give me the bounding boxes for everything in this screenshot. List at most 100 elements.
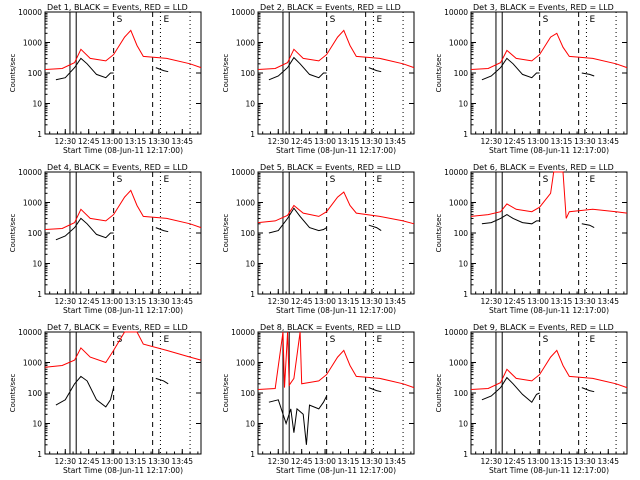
y-tick-label: 1 [37,130,42,139]
panel-title: Det 1, BLACK = Events, RED = LLD [47,3,188,12]
x-tick-label: 13:00 [101,457,123,466]
x-tick-label: 12:30 [267,297,289,306]
x-axis-label: Start Time (08-Jun-11 12:17:00) [276,466,396,475]
y-axis-label: Counts/sec [435,54,443,93]
panel-title: Det 5, BLACK = Events, RED = LLD [260,163,401,172]
x-tick-label: 13:15 [125,297,147,306]
x-tick-label: 13:30 [361,297,383,306]
x-tick-label: 13:30 [148,457,170,466]
y-tick-label: 100 [28,229,43,238]
x-tick-label: 13:30 [361,137,383,146]
y-axis-label: Counts/sec [9,54,17,93]
y-tick-label: 10 [245,420,255,429]
marker-letter-e: E [589,15,595,25]
events-series-line [581,387,595,393]
x-axis-label: Start Time (08-Jun-11 12:17:00) [489,146,609,155]
x-tick-label: 13:30 [574,457,596,466]
y-tick-label: 1 [463,130,468,139]
events-series-line [481,214,540,225]
x-tick-label: 12:30 [54,137,76,146]
y-tick-label: 10 [32,260,42,269]
lld-series-line [470,32,628,70]
x-tick-label: 13:45 [384,297,406,306]
marker-letter-s: S [117,175,123,185]
panel-title: Det 2, BLACK = Events, RED = LLD [260,3,401,12]
marker-letter-s: S [543,335,549,345]
y-tick-label: 100 [241,389,256,398]
x-tick-label: 12:30 [54,457,76,466]
plot-frame [257,331,415,455]
panel-title: Det 4, BLACK = Events, RED = LLD [47,163,188,172]
events-series-line [55,375,115,408]
x-tick-label: 13:00 [527,457,549,466]
panel-det-1: 1 10 100 1000 10000 12:30 12:45 13:00 13:15 13:30… [9,3,202,155]
marker-letter-e: E [163,15,169,25]
y-tick-label: 1000 [23,199,42,208]
x-tick-label: 12:45 [78,297,100,306]
x-tick-label: 13:45 [171,297,193,306]
x-tick-label: 13:30 [148,297,170,306]
events-series-line [155,227,169,233]
y-axis-label: Counts/sec [222,374,230,413]
panel-det-4: 1 10 100 1000 10000 12:30 12:45 13:00 13:15 13:30… [9,163,202,315]
events-series-line [268,56,327,81]
events-series-line [155,67,169,73]
x-tick-label: 13:45 [171,457,193,466]
y-tick-label: 100 [454,229,469,238]
lld-series-line [44,189,202,230]
marker-letter-e: E [589,175,595,185]
y-tick-label: 1000 [449,359,468,368]
x-tick-label: 12:45 [291,297,313,306]
y-tick-label: 10 [32,100,42,109]
x-axis-label: Start Time (08-Jun-11 12:17:00) [489,306,609,315]
x-tick-label: 12:45 [291,137,313,146]
y-tick-label: 10 [32,420,42,429]
x-tick-label: 13:30 [361,457,383,466]
x-tick-label: 13:00 [101,137,123,146]
y-tick-label: 10000 [18,8,42,17]
x-tick-label: 13:15 [125,137,147,146]
y-tick-label: 100 [28,69,43,78]
panel-det-5: 1 10 100 1000 10000 12:30 12:45 13:00 13:15 13:30… [222,163,415,315]
lld-series-line [470,171,628,219]
panel-title: Det 8, BLACK = Events, RED = LLD [260,323,401,332]
y-tick-label: 10000 [18,168,42,177]
events-series-line [481,57,540,81]
y-tick-label: 1000 [23,359,42,368]
plot-frame [470,171,628,295]
x-axis-label: Start Time (08-Jun-11 12:17:00) [63,146,183,155]
lld-series-line [257,29,415,70]
x-tick-label: 12:45 [504,297,526,306]
marker-letter-s: S [117,15,123,25]
panel-det-3: 1 10 100 1000 10000 12:30 12:45 13:00 13:15 13:30… [435,3,628,155]
y-tick-label: 10000 [444,328,468,337]
x-tick-label: 12:30 [480,297,502,306]
x-tick-label: 13:15 [551,297,573,306]
plot-frame [257,171,415,295]
x-axis-label: Start Time (08-Jun-11 12:17:00) [276,306,396,315]
y-tick-label: 10000 [444,8,468,17]
y-tick-label: 100 [28,389,43,398]
x-tick-label: 13:15 [338,137,360,146]
x-tick-label: 13:45 [597,137,619,146]
y-axis-label: Counts/sec [9,214,17,253]
x-tick-label: 13:30 [574,297,596,306]
y-tick-label: 1000 [449,199,468,208]
marker-letter-e: E [163,175,169,185]
x-tick-label: 13:00 [314,297,336,306]
x-tick-label: 12:30 [480,137,502,146]
x-tick-label: 12:30 [267,457,289,466]
x-tick-label: 12:45 [504,137,526,146]
y-tick-label: 1 [463,290,468,299]
x-tick-label: 13:45 [597,457,619,466]
x-tick-label: 12:45 [78,137,100,146]
lld-series-line [44,331,202,368]
y-axis-label: Counts/sec [435,374,443,413]
marker-letter-e: E [376,15,382,25]
events-series-line [581,72,595,77]
y-tick-label: 10 [245,100,255,109]
y-tick-label: 1 [463,450,468,459]
marker-letter-s: S [543,175,549,185]
y-tick-label: 1000 [449,39,468,48]
y-tick-label: 10000 [231,8,255,17]
